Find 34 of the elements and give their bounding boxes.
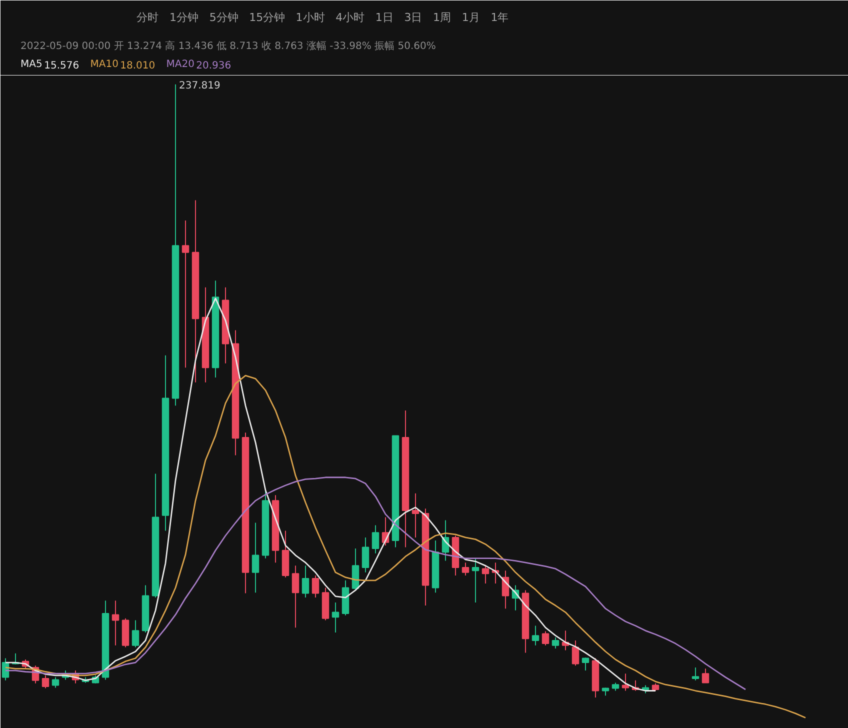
candlestick	[362, 536, 370, 573]
text: 18.010	[120, 60, 156, 72]
candlestick	[582, 657, 590, 672]
candlestick	[572, 640, 580, 666]
candlestick	[372, 524, 380, 554]
candlestick	[622, 673, 630, 692]
candlestick	[42, 674, 50, 689]
candlestick	[412, 492, 420, 538]
candlestick	[542, 630, 550, 646]
text: 20.936	[196, 60, 232, 72]
text: 分时 1分钟 5分钟 15分钟 1小时 4小时 1日 3日 1周 1月 1年	[136, 11, 509, 24]
text: 15.576	[44, 60, 80, 72]
text: MA20	[166, 59, 195, 70]
candlestick	[52, 676, 60, 688]
text: MA5	[20, 59, 42, 70]
text: MA10	[90, 59, 119, 70]
candlestick	[702, 668, 710, 684]
candlestick	[692, 666, 700, 681]
annotation: 237.819	[179, 80, 220, 92]
candlestick	[292, 565, 300, 628]
candlestick	[462, 562, 470, 576]
candlestick	[252, 522, 260, 594]
candlestick	[302, 565, 310, 598]
candlestick	[352, 548, 360, 591]
candlestick	[472, 558, 480, 603]
candlestick	[532, 625, 540, 646]
candlestick	[112, 600, 120, 646]
candlestick	[552, 636, 560, 649]
candlestick	[132, 620, 140, 648]
candlestick	[312, 574, 320, 598]
candlestick	[332, 602, 340, 634]
candlestick	[182, 220, 190, 368]
text: 2022-05-09 00:00 开 13.274 高 13.436 低 8.713 收 8.763 涨幅 -33.98% 振幅 50.60%	[20, 40, 436, 52]
candlestick	[482, 565, 490, 584]
